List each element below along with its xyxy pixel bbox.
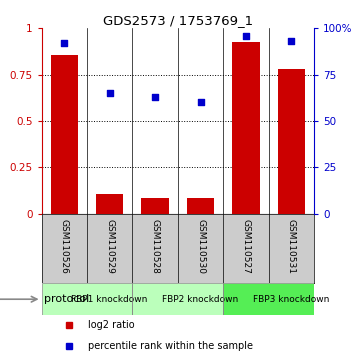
Text: FBP2 knockdown: FBP2 knockdown [162,295,239,304]
Text: GSM110531: GSM110531 [287,219,296,274]
Bar [187,198,214,213]
Bar [96,194,123,213]
Bar [142,198,169,213]
Bar [278,69,305,213]
Text: log2 ratio: log2 ratio [88,320,135,330]
Bar [232,42,260,213]
Text: GSM110527: GSM110527 [242,219,251,274]
Point [152,94,158,100]
Text: GSM110530: GSM110530 [196,219,205,274]
Point [61,40,67,46]
Text: GSM110529: GSM110529 [105,219,114,274]
Title: GDS2573 / 1753769_1: GDS2573 / 1753769_1 [103,14,253,27]
FancyBboxPatch shape [132,283,223,315]
Point [107,90,113,96]
Point [243,33,249,39]
Point [288,39,294,44]
Text: FBP1 knockdown: FBP1 knockdown [71,295,148,304]
FancyBboxPatch shape [42,283,132,315]
Text: GSM110528: GSM110528 [151,219,160,274]
Text: FBP3 knockdown: FBP3 knockdown [253,295,330,304]
Text: protocol: protocol [44,294,89,304]
Point [197,99,203,105]
FancyBboxPatch shape [223,283,314,315]
Text: percentile rank within the sample: percentile rank within the sample [88,341,253,351]
Bar [51,55,78,213]
Text: GSM110526: GSM110526 [60,219,69,274]
